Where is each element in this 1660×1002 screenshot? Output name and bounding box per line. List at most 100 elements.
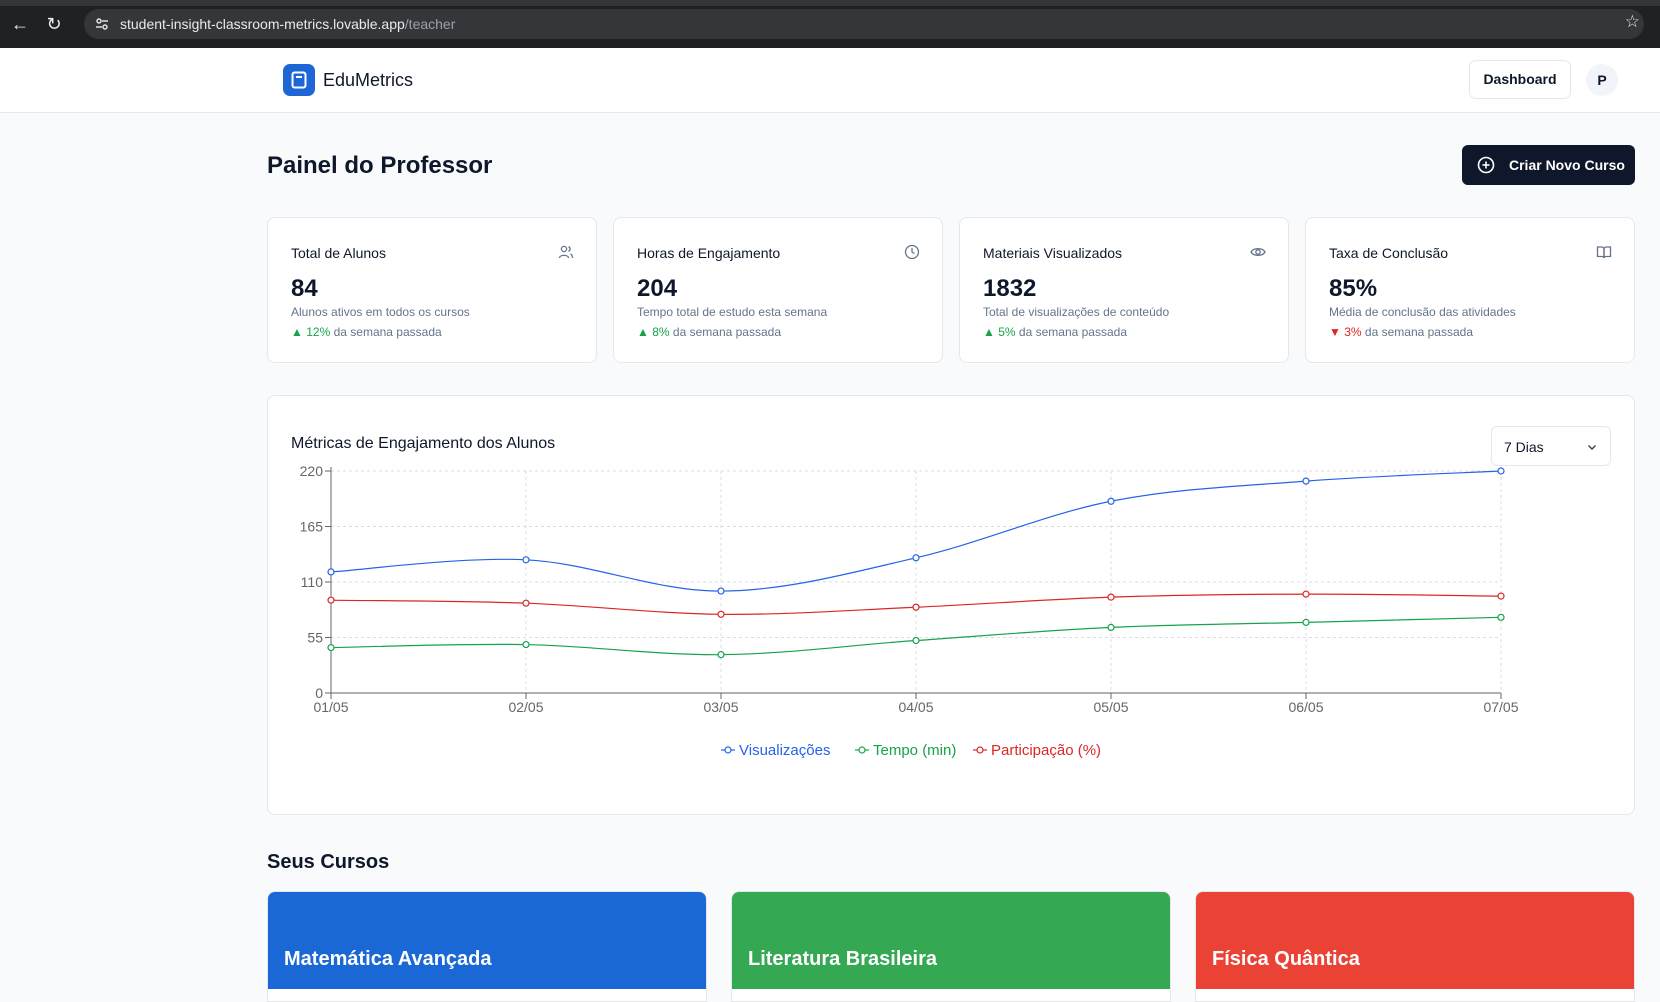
course-banner xyxy=(268,892,706,989)
data-point xyxy=(522,599,530,607)
url-path: /teacher xyxy=(404,16,456,32)
legend-label: Visualizações xyxy=(739,742,830,759)
trend-down-icon: ▼ xyxy=(1329,325,1341,339)
browser-tab-strip xyxy=(0,0,1660,6)
legend-label: Tempo (min) xyxy=(873,742,956,759)
stat-value: 84 xyxy=(291,275,318,302)
legend-label: Participação (%) xyxy=(991,742,1101,759)
stat-value: 85% xyxy=(1329,275,1378,302)
chevron-down-icon xyxy=(1588,445,1596,450)
site-settings-icon[interactable] xyxy=(94,16,110,32)
data-point xyxy=(1497,613,1505,621)
data-point xyxy=(1302,477,1310,485)
engagement-line-chart: 0 55 110 165 220 01/05 02/05 03/05 04/05 05/05 06/… xyxy=(300,463,1519,759)
data-point xyxy=(717,610,725,618)
trend-text: da semana passada xyxy=(1015,325,1127,339)
stat-description: Total de visualizações de conteúdo xyxy=(983,305,1170,319)
chart-title: Métricas de Engajamento dos Alunos xyxy=(291,435,556,452)
data-point xyxy=(1107,593,1115,601)
trend-value: 3% xyxy=(1344,325,1362,339)
bookmark-star-icon[interactable]: ☆ xyxy=(1624,12,1640,31)
stat-description: Alunos ativos em todos os cursos xyxy=(291,305,470,319)
stat-description: Tempo total de estudo esta semana xyxy=(637,305,828,319)
stat-label: Taxa de Conclusão xyxy=(1329,245,1449,261)
app-header: EduMetrics Dashboard P xyxy=(0,48,1660,113)
logo[interactable] xyxy=(283,64,315,96)
course-card[interactable]: Matemática Avançada xyxy=(267,891,707,1002)
trend-up-icon: ▲ xyxy=(637,325,649,339)
stat-card-total-students: Total de Alunos 84 Alunos ativos em todo… xyxy=(267,217,597,363)
clock-icon xyxy=(904,244,920,260)
data-point xyxy=(522,640,530,649)
stat-trend: ▲ 5% da semana passada xyxy=(983,325,1127,339)
back-icon[interactable]: ← xyxy=(11,14,29,34)
plus-circle-icon xyxy=(1477,156,1495,174)
stat-trend: ▲ 12% da semana passada xyxy=(291,325,442,339)
y-tick-label: 110 xyxy=(301,574,324,590)
eye-icon xyxy=(1250,247,1266,257)
stat-card-materials-viewed: Materiais Visualizados 1832 Total de vis… xyxy=(959,217,1289,363)
legend-marker-dot xyxy=(724,746,732,754)
create-course-button[interactable]: Criar Novo Curso xyxy=(1462,145,1635,185)
data-point xyxy=(1302,590,1310,598)
book-open-icon xyxy=(1596,246,1612,259)
time-range-select[interactable]: 7 Dias xyxy=(1491,426,1611,466)
data-point xyxy=(717,651,725,659)
browser-toolbar: ← ↻ student-insight-classroom-metrics.lo… xyxy=(0,0,1660,48)
create-course-label: Criar Novo Curso xyxy=(1509,157,1625,173)
data-point xyxy=(1497,592,1505,600)
x-tick-label: 06/05 xyxy=(1288,699,1323,715)
y-tick-label: 220 xyxy=(300,463,324,479)
data-point xyxy=(912,603,920,611)
avatar[interactable]: P xyxy=(1586,64,1618,96)
x-tick-label: 07/05 xyxy=(1483,699,1518,715)
course-name: Matemática Avançada xyxy=(284,948,492,970)
x-tick-label: 05/05 xyxy=(1093,699,1128,715)
x-tick-label: 02/05 xyxy=(508,699,543,715)
url-domain: student-insight-classroom-metrics.lovabl… xyxy=(120,16,405,32)
course-card[interactable]: Literatura Brasileira xyxy=(731,891,1171,1002)
stat-label: Materiais Visualizados xyxy=(983,245,1123,261)
y-tick-label: 0 xyxy=(315,685,323,701)
stat-card-engagement-hours: Horas de Engajamento 204 Tempo total de … xyxy=(613,217,943,363)
stat-value: 204 xyxy=(637,275,678,302)
courses-section-title: Seus Cursos xyxy=(267,851,390,873)
stat-trend: ▲ 8% da semana passada xyxy=(637,325,781,339)
trend-up-icon: ▲ xyxy=(291,325,303,339)
legend-marker-dot xyxy=(858,746,866,754)
data-point xyxy=(1497,467,1505,475)
trend-value: 12% xyxy=(306,325,331,339)
page-title: Painel do Professor xyxy=(267,152,493,179)
data-point xyxy=(912,554,920,562)
time-range-value: 7 Dias xyxy=(1504,439,1544,455)
x-tick-label: 04/05 xyxy=(898,699,933,715)
reload-icon[interactable]: ↻ xyxy=(46,14,62,34)
y-tick-label: 165 xyxy=(300,519,324,535)
course-banner xyxy=(732,892,1170,989)
data-point xyxy=(327,643,335,652)
stat-card-completion-rate: Taxa de Conclusão 85% Média de conclusão… xyxy=(1305,217,1635,363)
course-card[interactable]: Física Quântica xyxy=(1195,891,1635,1002)
stat-trend: ▼ 3% da semana passada xyxy=(1329,325,1473,339)
stat-label: Total de Alunos xyxy=(291,245,386,261)
engagement-chart-card: Métricas de Engajamento dos Alunos 7 Dia… xyxy=(267,395,1635,815)
legend-marker-dot xyxy=(976,746,984,754)
course-banner xyxy=(1196,892,1634,989)
x-tick-label: 03/05 xyxy=(703,699,738,715)
book-logo-icon xyxy=(291,71,307,89)
dashboard-button[interactable]: Dashboard xyxy=(1469,60,1571,99)
data-point xyxy=(1107,497,1115,505)
data-point xyxy=(1107,623,1115,632)
stat-label: Horas de Engajamento xyxy=(637,245,781,261)
stat-description: Média de conclusão das atividades xyxy=(1329,305,1516,319)
course-name: Literatura Brasileira xyxy=(748,948,937,970)
brand-name[interactable]: EduMetrics xyxy=(323,70,414,90)
data-point xyxy=(912,636,920,645)
y-tick-label: 55 xyxy=(307,630,323,646)
stat-value: 1832 xyxy=(983,275,1037,302)
trend-text: da semana passada xyxy=(669,325,781,339)
data-point xyxy=(327,568,335,576)
data-point xyxy=(1302,618,1310,626)
trend-text: da semana passada xyxy=(330,325,442,339)
address-bar[interactable]: student-insight-classroom-metrics.lovabl… xyxy=(84,9,1644,39)
